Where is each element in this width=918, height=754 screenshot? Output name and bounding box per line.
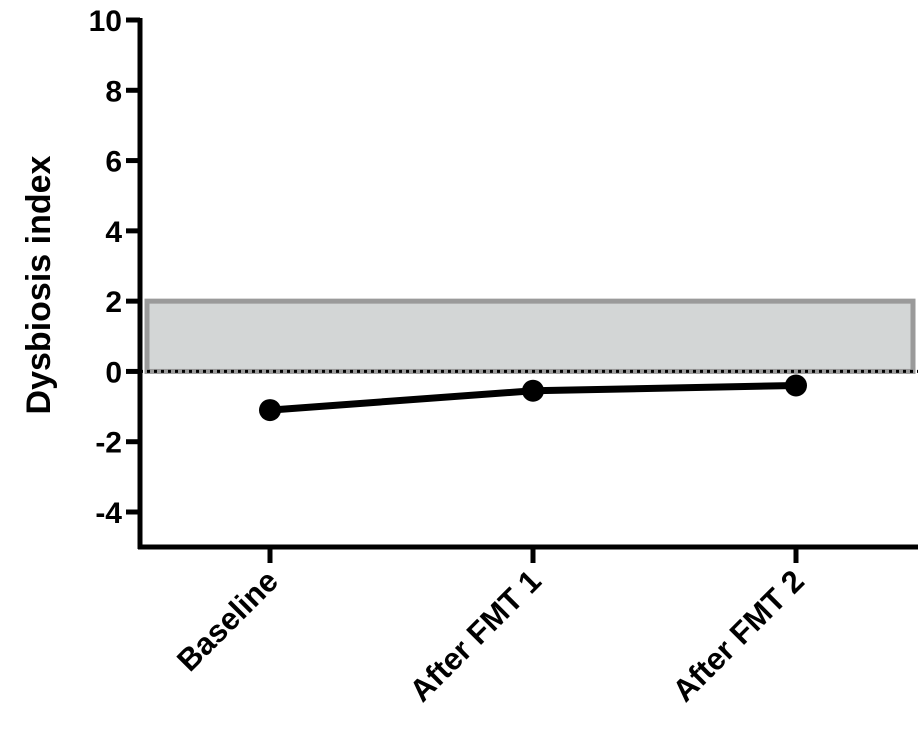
data-point: [259, 399, 281, 422]
y-tick-label: 4: [105, 216, 122, 249]
y-tick-label: 0: [105, 356, 122, 389]
y-tick-label: 10: [89, 5, 122, 38]
reference-band-layer: [140, 298, 918, 374]
y-tick-label: -4: [95, 497, 122, 530]
data-point: [785, 374, 807, 397]
x-tick-label: After FMT 2: [666, 563, 811, 708]
series-layer: [259, 374, 807, 422]
x-tick-label: After FMT 1: [403, 563, 548, 708]
x-tick-label: Baseline: [170, 563, 285, 678]
axes: [126, 17, 918, 563]
y-tick-label: 8: [105, 75, 122, 108]
y-tick-label: -2: [95, 427, 122, 460]
data-point: [522, 379, 544, 402]
y-axis-title: Dysbiosis index: [20, 155, 58, 414]
y-tick-label: 6: [105, 146, 122, 179]
reference-band: [144, 298, 916, 374]
y-tick-label: 2: [105, 286, 122, 319]
